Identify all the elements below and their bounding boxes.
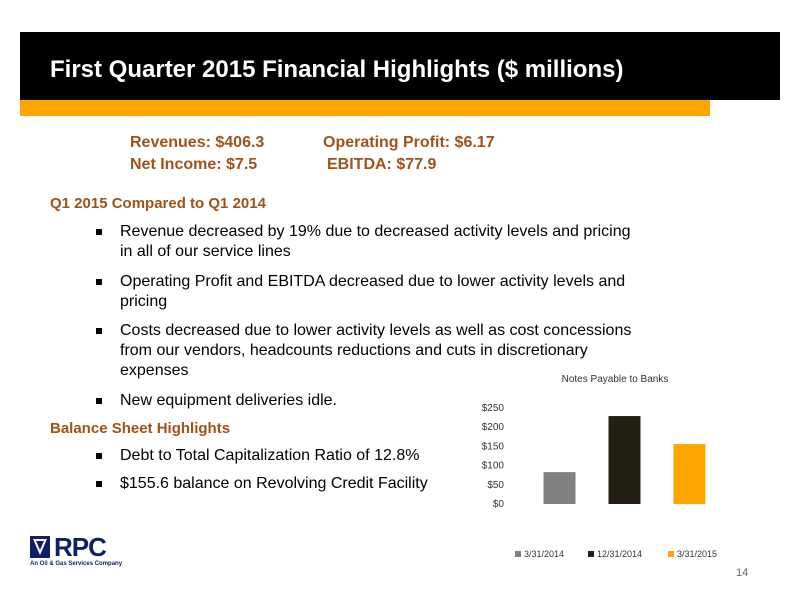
list-item: Costs decreased due to lower activity le… — [96, 321, 636, 381]
bar — [673, 444, 706, 504]
kpi-revenues: Revenues: $406.3 — [130, 134, 265, 151]
bar — [608, 416, 641, 504]
list-item: New equipment deliveries idle. — [96, 391, 636, 411]
chart-canvas: Notes Payable to Banks $0 $50 $100 $150 $200… — [482, 374, 717, 559]
bullet-marker — [96, 328, 102, 334]
y-tick-label: $150 — [482, 441, 505, 452]
y-tick-label: $100 — [482, 461, 505, 472]
bullet-text: Operating Profit and EBITDA decreased du… — [120, 273, 626, 310]
legend-label: 12/31/2014 — [597, 549, 642, 559]
company-logo: RPC An Oil & Gas Services Company — [30, 532, 130, 572]
legend-label: 3/31/2014 — [524, 549, 564, 559]
kpi-operating-profit: Operating Profit: $6.17 — [323, 134, 495, 151]
y-tick-label: $0 — [493, 499, 505, 510]
list-item: Debt to Total Capitalization Ratio of 12… — [96, 446, 476, 466]
bullet-text: New equipment deliveries idle. — [120, 392, 337, 409]
y-tick-label: $50 — [487, 480, 504, 491]
bullet-text: Debt to Total Capitalization Ratio of 12… — [120, 447, 420, 464]
kpi-net-income: Net Income: $7.5 — [130, 156, 258, 173]
legend-swatch — [588, 551, 594, 557]
chart-legend: 3/31/2014 12/31/2014 3/31/2015 — [515, 549, 717, 559]
bullet-text: Costs decreased due to lower activity le… — [120, 322, 632, 379]
slide-title: First Quarter 2015 Financial Highlights … — [50, 56, 624, 83]
page-number: 14 — [736, 567, 749, 579]
chart-title: Notes Payable to Banks — [562, 374, 669, 385]
logo-wordmark: RPC — [54, 532, 107, 562]
notes-payable-chart: Notes Payable to Banks $0 $50 $100 $150 $200… — [470, 365, 760, 575]
bar — [543, 472, 576, 504]
legend-swatch — [515, 551, 521, 557]
list-item: $155.6 balance on Revolving Credit Facil… — [96, 474, 476, 494]
list-item: Revenue decreased by 19% due to decrease… — [96, 222, 636, 262]
bullet-marker — [96, 453, 102, 459]
legend-label: 3/31/2015 — [677, 549, 717, 559]
title-bar: First Quarter 2015 Financial Highlights … — [20, 32, 780, 100]
y-axis: $0 $50 $100 $150 $200 $250 — [482, 403, 505, 510]
comparison-heading: Q1 2015 Compared to Q1 2014 — [50, 195, 266, 212]
logo-mark-icon — [30, 536, 50, 558]
y-tick-label: $250 — [482, 403, 505, 414]
bullet-text: Revenue decreased by 19% due to decrease… — [120, 223, 631, 260]
bars — [543, 416, 706, 504]
bullet-marker — [96, 481, 102, 487]
accent-bar — [20, 100, 710, 116]
list-item: Operating Profit and EBITDA decreased du… — [96, 272, 636, 312]
bullet-marker — [96, 398, 102, 404]
legend-swatch — [668, 551, 674, 557]
bullet-marker — [96, 229, 102, 235]
y-tick-label: $200 — [482, 422, 505, 433]
balance-sheet-heading: Balance Sheet Highlights — [50, 420, 231, 437]
kpi-ebitda: EBITDA: $77.9 — [327, 156, 437, 173]
logo-tagline: An Oil & Gas Services Company — [30, 561, 123, 567]
bullet-text: $155.6 balance on Revolving Credit Facil… — [120, 475, 428, 492]
bullet-marker — [96, 279, 102, 285]
